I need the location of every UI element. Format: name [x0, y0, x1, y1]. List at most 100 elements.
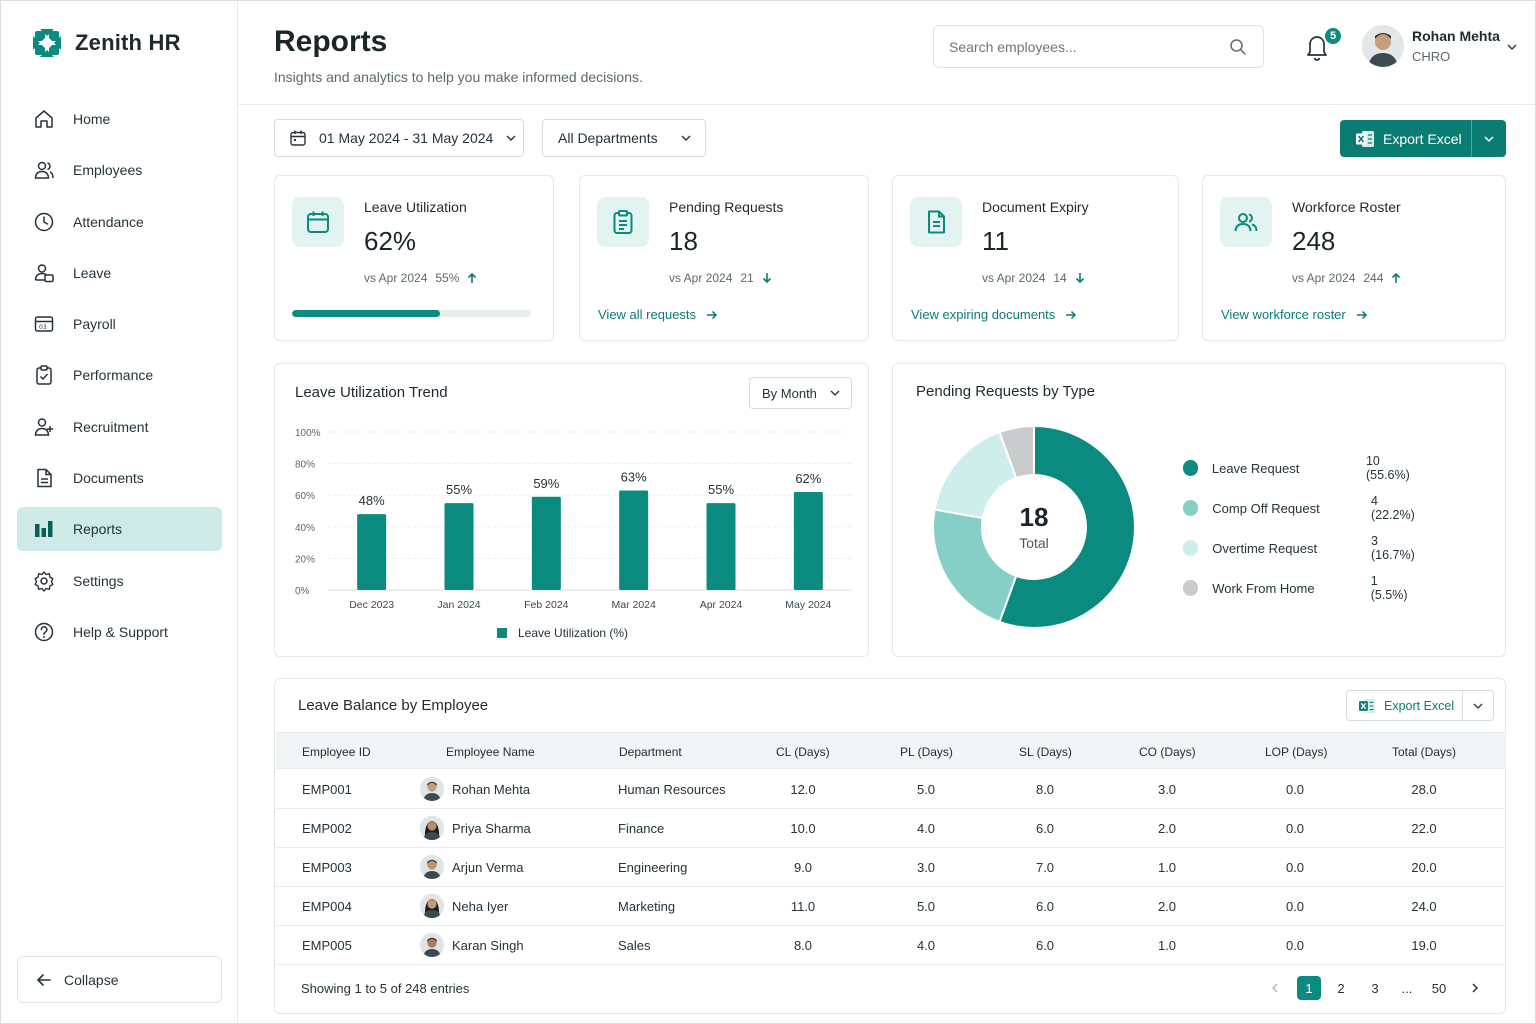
kpi-card-leave-utilization: Leave Utilization 62% vs Apr 2024 55% — [274, 175, 554, 341]
export-options-toggle[interactable] — [1472, 120, 1506, 157]
bar[interactable] — [444, 503, 474, 590]
sidebar-item-recruitment[interactable]: Recruitment — [17, 405, 222, 449]
column-header[interactable]: SL (Days) — [1019, 745, 1072, 759]
bell-icon[interactable] — [1303, 31, 1331, 61]
kpi-link-label: View all requests — [598, 307, 697, 322]
leave-icon — [34, 264, 54, 283]
brand[interactable]: Zenith HR — [31, 27, 181, 59]
pagination-page[interactable]: 1 — [1297, 976, 1321, 1000]
column-header[interactable]: CL (Days) — [776, 745, 830, 759]
sidebar-item-payroll[interactable]: 03 Payroll — [17, 302, 222, 346]
period-select-value: By Month — [762, 385, 817, 401]
table-export-button: Export Excel — [1346, 690, 1494, 721]
bar[interactable] — [531, 496, 561, 590]
chevron-left-icon — [1271, 983, 1278, 993]
column-header[interactable]: LOP (Days) — [1265, 745, 1328, 759]
legend-dot — [1183, 460, 1198, 476]
column-header[interactable]: Employee Name — [446, 745, 535, 759]
donut-slice[interactable] — [998, 424, 1035, 480]
period-select[interactable]: By Month — [749, 377, 852, 409]
kpi-prev-value: 14 — [1053, 271, 1067, 285]
bar-chart-icon — [35, 521, 53, 538]
pagination-next[interactable] — [1463, 976, 1487, 1000]
donut-total-value: 18 — [1020, 502, 1049, 532]
y-tick-label: 20% — [295, 554, 315, 565]
user-menu[interactable]: Rohan Mehta CHRO — [1362, 25, 1517, 67]
department: Finance — [618, 821, 665, 836]
pagination-page[interactable]: 3 — [1371, 980, 1379, 996]
kpi-value: 62% — [364, 226, 417, 256]
column-header[interactable]: CO (Days) — [1139, 745, 1196, 759]
export-excel-main[interactable]: Export Excel — [1340, 120, 1472, 157]
arrow-right-icon — [1356, 310, 1367, 319]
sidebar-item-employees[interactable]: Employees — [17, 148, 222, 192]
chevron-down-icon — [506, 135, 516, 141]
bar[interactable] — [619, 490, 649, 590]
search-input[interactable] — [949, 38, 1219, 55]
calendar-icon — [290, 130, 306, 146]
table-cell: 28.0 — [1411, 782, 1437, 797]
sidebar-item-performance[interactable]: Performance — [17, 353, 222, 397]
sidebar-item-attendance[interactable]: Attendance — [17, 200, 222, 244]
page-subtitle: Insights and analytics to help you make … — [274, 69, 643, 85]
kpi-value: 11 — [982, 226, 1009, 256]
sidebar-item-leave[interactable]: Leave — [17, 251, 222, 295]
kpi-link-label: View workforce roster — [1221, 307, 1346, 322]
sidebar-item-help-support[interactable]: Help & Support — [17, 610, 222, 654]
pagination-page[interactable]: 2 — [1337, 980, 1345, 996]
clock-icon — [34, 212, 54, 231]
search-icon[interactable] — [1229, 38, 1247, 56]
table-row[interactable]: EMP003 Arjun Verma Engineering 9.0 3.0 7.0 1.0… — [276, 848, 1506, 887]
bar[interactable] — [706, 503, 736, 590]
pagination-prev[interactable] — [1263, 976, 1287, 1000]
column-header[interactable]: PL (Days) — [900, 745, 953, 759]
brand-logo-icon — [33, 29, 61, 57]
column-header[interactable]: Employee ID — [302, 745, 371, 759]
bar[interactable] — [793, 492, 823, 590]
legend-swatch — [497, 628, 507, 638]
table-export-options[interactable] — [1463, 691, 1493, 720]
chevron-down-icon — [1507, 44, 1517, 50]
table-row[interactable]: EMP004 Neha Iyer Marketing 11.0 5.0 6.0 2.0 0.0… — [276, 887, 1506, 926]
column-header[interactable]: Department — [619, 745, 682, 759]
date-range-picker[interactable]: 01 May 2024 - 31 May 2024 — [274, 119, 524, 157]
table-export-main[interactable]: Export Excel — [1347, 691, 1464, 720]
kpi-comparison: vs Apr 2024 244 — [1292, 271, 1401, 285]
table-cell: 6.0 — [1035, 899, 1055, 914]
sidebar-item-reports[interactable]: Reports — [17, 507, 222, 552]
trend-card-title: Leave Utilization Trend — [295, 384, 448, 401]
table-cell: 0.0 — [1285, 860, 1305, 875]
avatar — [420, 894, 444, 918]
collapse-button[interactable]: Collapse — [17, 956, 222, 1003]
kpi-card-workforce-roster: Workforce Roster 248 vs Apr 2024 244 View wo… — [1202, 175, 1506, 341]
kpi-link-pending-requests[interactable]: View all requests — [598, 307, 718, 322]
table-cell: 8.0 — [793, 938, 813, 953]
user-role: CHRO — [1412, 49, 1451, 64]
pagination-page[interactable]: 50 — [1431, 980, 1447, 996]
users-icon — [34, 162, 54, 180]
legend-dot — [1183, 500, 1199, 516]
kpi-link-document-expiry[interactable]: View expiring documents — [911, 307, 1077, 322]
table-row[interactable]: EMP002 Priya Sharma Finance 10.0 4.0 6.0 2.0 0.… — [276, 809, 1506, 848]
arrow-right-icon — [707, 310, 718, 319]
donut-slice[interactable] — [932, 508, 1018, 624]
donut-slice[interactable] — [998, 424, 1136, 629]
department-select[interactable]: All Departments — [542, 119, 706, 157]
sidebar-item-home[interactable]: Home — [17, 97, 222, 141]
sidebar-item-documents[interactable]: Documents — [17, 456, 222, 500]
bar-value-label: 55% — [708, 482, 734, 497]
kpi-link-workforce-roster[interactable]: View workforce roster — [1221, 307, 1368, 322]
table-cell: 3.0 — [1157, 782, 1177, 797]
table-cell: 7.0 — [1035, 860, 1055, 875]
kpi-icon-wrap — [910, 197, 962, 247]
donut-legend-item: Overtime Request 3 (16.7%) — [1183, 534, 1423, 562]
sidebar-item-settings[interactable]: Settings — [17, 559, 222, 603]
table-cell: 19.0 — [1411, 938, 1437, 953]
column-header[interactable]: Total (Days) — [1392, 745, 1457, 759]
employee-name: Rohan Mehta — [452, 782, 531, 797]
bar[interactable] — [357, 514, 387, 590]
table-row[interactable]: EMP005 Karan Singh Sales 8.0 4.0 6.0 1.0 0.0 19.… — [276, 926, 1506, 965]
table-cell: 22.0 — [1411, 821, 1437, 836]
table-row[interactable]: EMP001 Rohan Mehta Human Resources 12.0 5.0 8… — [276, 770, 1506, 809]
